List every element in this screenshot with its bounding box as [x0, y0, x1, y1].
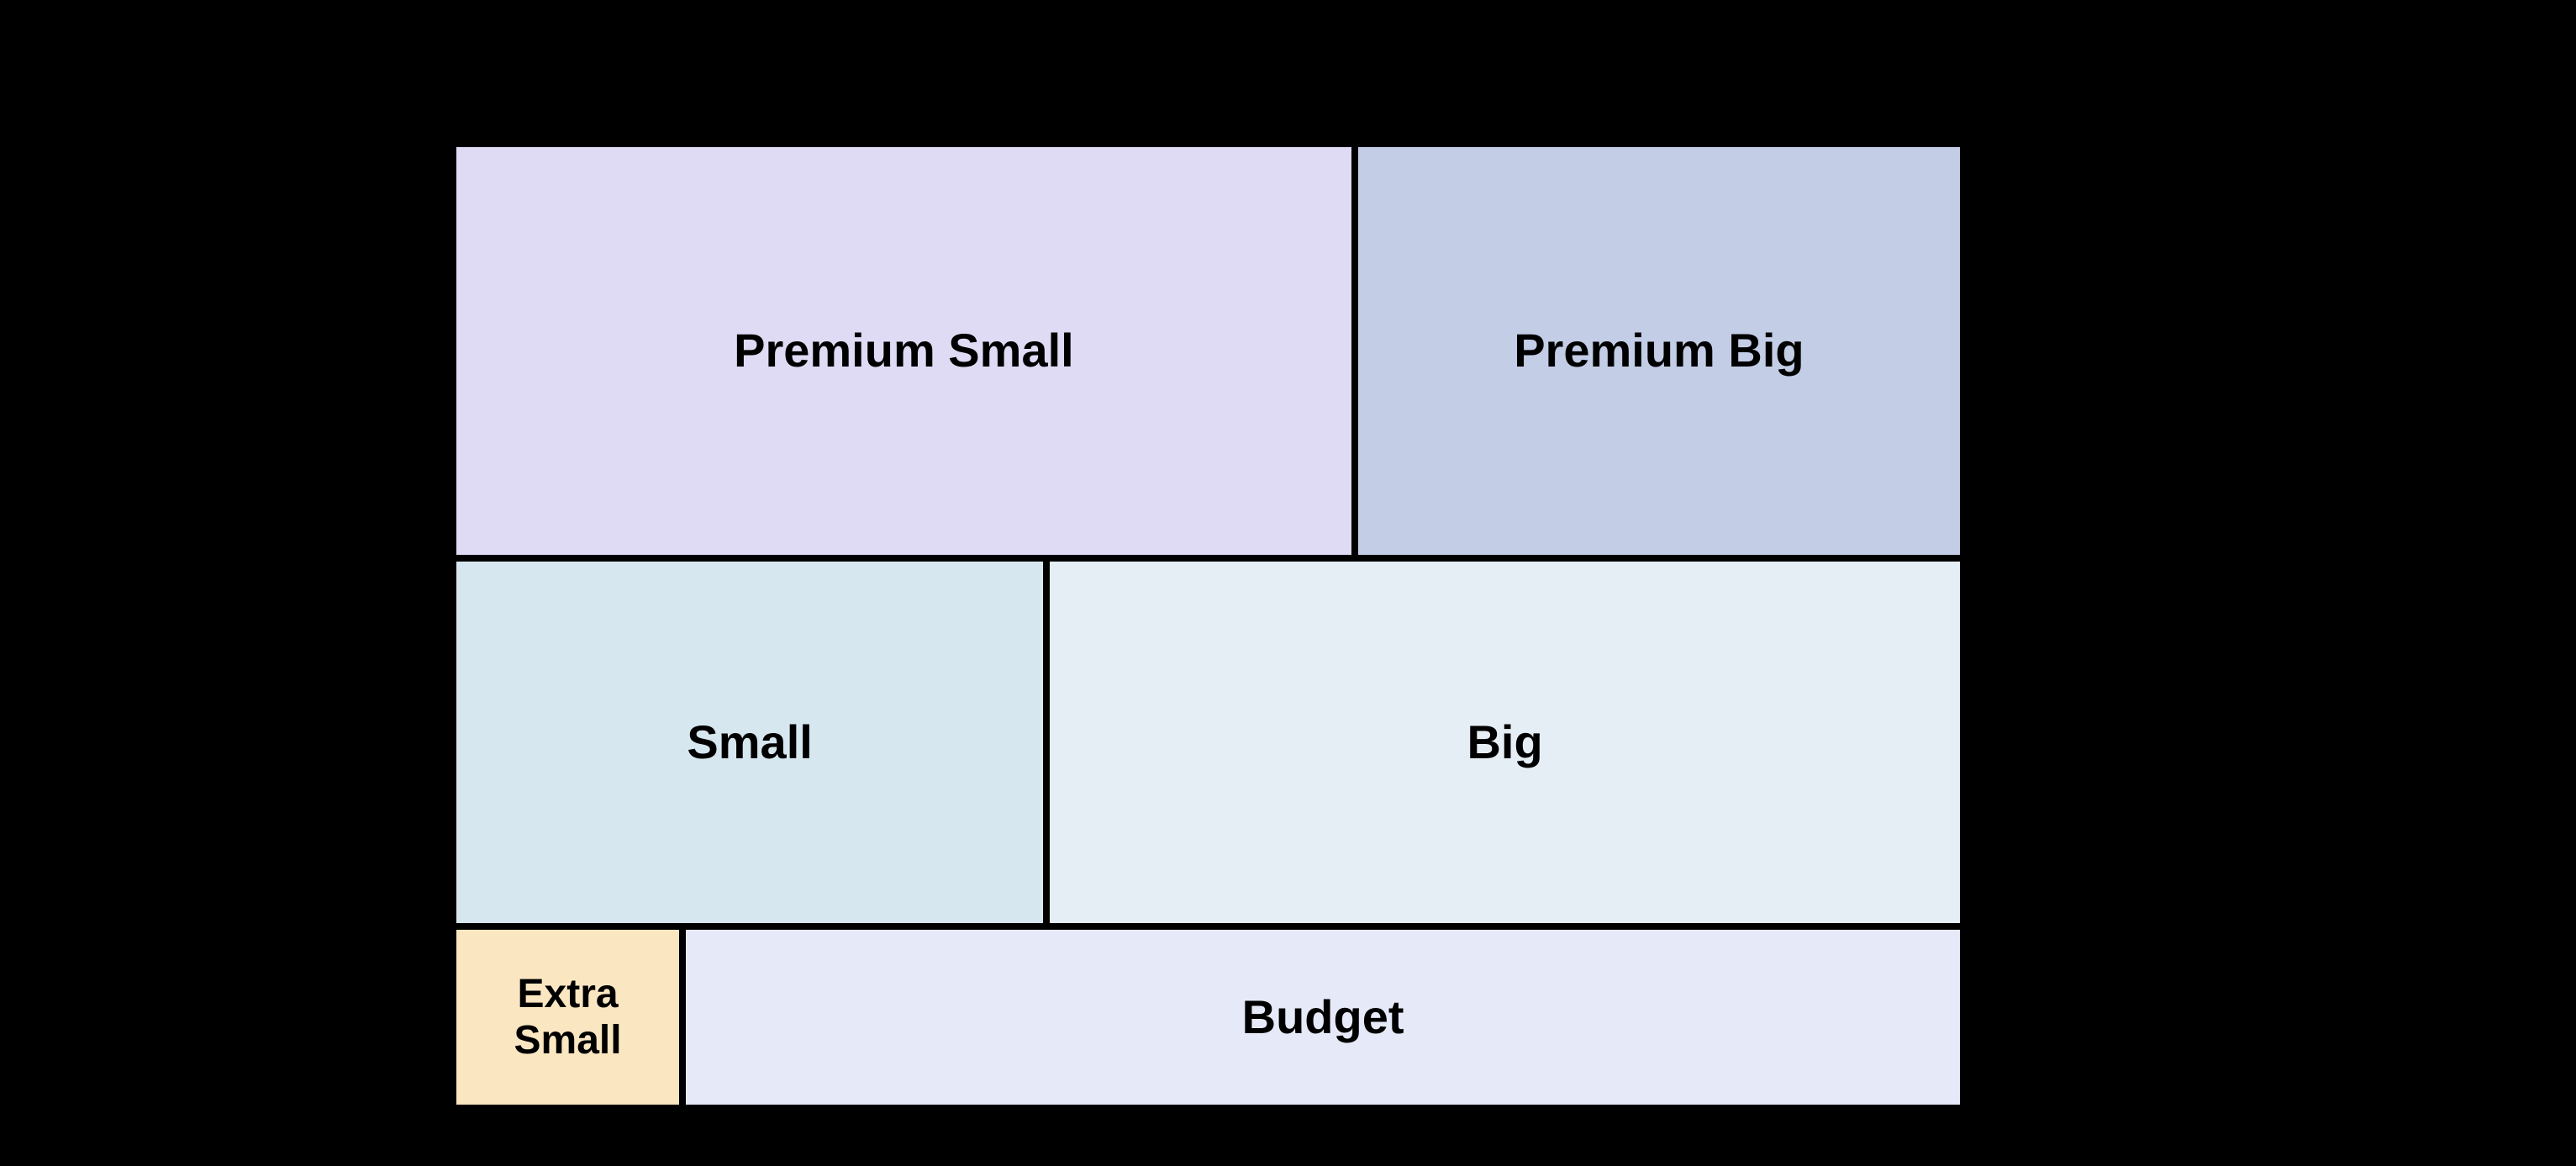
bottom-tick-1: [1242, 1106, 1246, 1135]
bottom-tick-0: [958, 1106, 962, 1135]
tile-big: Big: [1046, 558, 1963, 926]
page-canvas: Premium SmallPremium Big SmallBig Extra Sm…: [0, 0, 2576, 1166]
tile-budget: Budget: [682, 926, 1963, 1108]
category-grid-chart: Premium SmallPremium Big SmallBig Extra Sm…: [453, 144, 1963, 1108]
tile-premium-big: Premium Big: [1355, 144, 1963, 558]
tile-extra-small: Extra Small: [453, 926, 682, 1108]
tile-premium-small: Premium Small: [453, 144, 1355, 558]
tile-small: Small: [453, 558, 1046, 926]
